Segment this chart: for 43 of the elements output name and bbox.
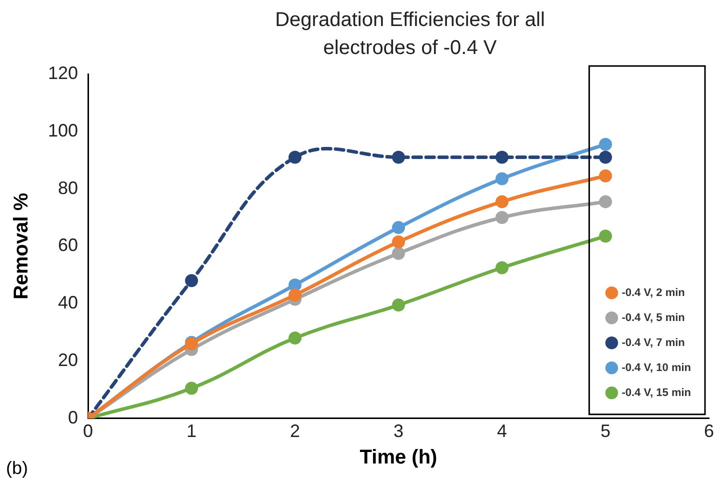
y-tick-label: 60 xyxy=(58,235,78,256)
x-tick-label: 1 xyxy=(186,421,197,442)
point xyxy=(599,169,612,182)
point xyxy=(288,332,302,345)
point xyxy=(496,211,509,224)
x-axis-title: Time (h) xyxy=(360,446,438,469)
legend-label: -0.4 V, 15 min xyxy=(622,386,692,399)
point xyxy=(392,235,406,248)
legend-label: -0.4 V, 7 min xyxy=(622,336,686,349)
y-axis-title: Removal % xyxy=(10,192,33,300)
text: (b) xyxy=(6,458,28,478)
y-tick-label: 0 xyxy=(68,407,78,428)
x-tick-label: 3 xyxy=(394,421,404,442)
point xyxy=(185,382,198,395)
point xyxy=(185,274,198,288)
point xyxy=(599,195,612,208)
point xyxy=(392,150,406,164)
point xyxy=(288,150,302,164)
legend-label: -0.4 V, 2 min xyxy=(622,286,686,299)
point xyxy=(392,246,406,260)
point xyxy=(288,288,302,302)
y-tick-label: 40 xyxy=(58,292,78,313)
point xyxy=(392,221,406,234)
legend-label: -0.4 V, 5 min xyxy=(622,312,686,324)
point xyxy=(392,298,406,312)
point xyxy=(496,150,509,164)
point xyxy=(496,172,509,186)
y-tick-label: 80 xyxy=(58,178,78,198)
point xyxy=(496,195,509,208)
point xyxy=(496,261,509,274)
chart-title: Degradation Efficiencies for all electrodes of -0.4 V xyxy=(274,8,546,61)
x-tick-label: 5 xyxy=(600,421,611,442)
point xyxy=(599,138,612,151)
point xyxy=(599,230,612,243)
y-tick-label: 120 xyxy=(48,62,78,83)
x-tick-label: 4 xyxy=(497,421,508,442)
x-tick-label: 2 xyxy=(290,421,300,442)
y-tick-label: 100 xyxy=(48,120,78,140)
x-tick-label: 0 xyxy=(83,421,94,442)
point xyxy=(599,150,612,164)
y-tick-label: 20 xyxy=(58,350,78,370)
x-tick-label: 6 xyxy=(704,421,714,442)
legend-label: -0.4 V, 10 min xyxy=(622,362,692,374)
